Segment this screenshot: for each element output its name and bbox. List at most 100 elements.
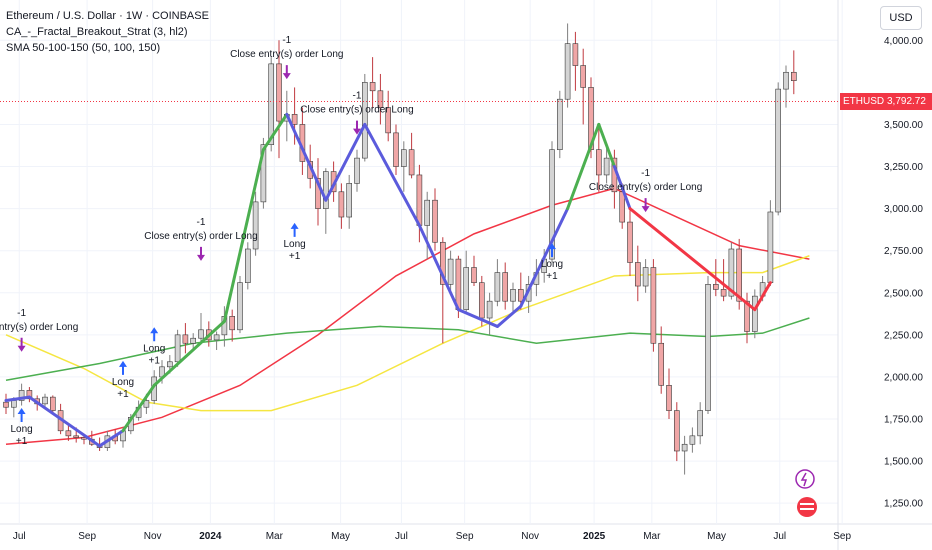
time-tick-label: May (707, 531, 726, 542)
close-signal-qty: -1 (17, 308, 26, 319)
candle-body (447, 258, 454, 285)
moving-averages (5, 187, 810, 446)
candle-body (580, 65, 587, 88)
candle-body (432, 199, 438, 243)
candle-body (385, 107, 392, 134)
candle-body (167, 361, 173, 368)
candle-body (377, 90, 384, 108)
candle-body (322, 171, 329, 209)
candle-body (471, 267, 477, 283)
strategy-legend[interactable]: CA_-_Fractal_Breakout_Strat (3, hl2) (6, 26, 188, 38)
candle-body (315, 178, 321, 209)
sma-line-1 (5, 187, 810, 446)
price-tick-label: 4,000.00 (884, 36, 923, 47)
candle-body (73, 435, 79, 438)
candle-body (627, 221, 633, 263)
time-tick-label: Nov (521, 531, 539, 542)
long-arrow-icon (17, 408, 26, 423)
candle-body (517, 289, 524, 302)
long-signal-qty: +1 (148, 355, 160, 366)
close-arrow-icon (641, 198, 650, 213)
time-tick-label: Sep (78, 531, 96, 542)
candle-body (245, 248, 251, 283)
candle-body (712, 284, 719, 290)
candle-body (595, 149, 602, 176)
time-tick-label: Sep (833, 531, 851, 542)
strategy-segment (519, 207, 570, 308)
flag-icon[interactable] (797, 497, 817, 517)
strategy-segment (121, 383, 156, 433)
time-tick-label: Jul (13, 531, 26, 542)
candle-body (213, 334, 220, 341)
time-tick-label: 2025 (583, 531, 606, 542)
candle-body (3, 401, 9, 408)
candle-body (642, 267, 649, 287)
strategy-segment (628, 207, 757, 312)
candle-body (775, 88, 782, 213)
time-tick-label: Jul (773, 531, 786, 542)
time-axis[interactable]: Jul Sep Nov 2024 Mar May Jul Sep Nov 2025 Mar May Ju… (13, 531, 852, 542)
strategy-segment (285, 112, 328, 202)
price-tick-label: 2,750.00 (884, 246, 923, 257)
last-price-tag: 3,792.72 (884, 93, 932, 110)
strategy-segment (597, 122, 616, 169)
candle-body (728, 248, 735, 297)
close-signal-qty: -1 (197, 217, 206, 228)
long-signal-label: Long (10, 424, 32, 435)
close-signal-label: Close entry(s) order Long (300, 105, 413, 116)
candle-body (291, 114, 298, 125)
strategy-segment (98, 429, 125, 448)
candle-body (564, 43, 571, 100)
strategy-segment (152, 319, 226, 387)
price-tick-label: 1,750.00 (884, 415, 923, 426)
time-tick-label: Jul (395, 531, 408, 542)
long-arrow-icon (548, 243, 556, 258)
strategy-segment (417, 223, 460, 312)
candle-body (260, 144, 267, 203)
candle-body (361, 82, 368, 159)
price-tick-label: 3,250.00 (884, 162, 923, 173)
symbol-title[interactable]: Ethereum / U.S. Dollar · 1W · COINBASE (6, 10, 209, 22)
candles (3, 23, 797, 475)
candle-body (681, 443, 688, 452)
strategy-segment (566, 122, 601, 211)
currency-button[interactable]: USD (880, 6, 922, 30)
time-tick-label: May (331, 531, 350, 542)
candle-body (455, 258, 462, 310)
symbol-price-tag: ETHUSD (840, 93, 888, 110)
candle-body (486, 300, 493, 319)
candle-body (744, 300, 750, 332)
candle-body (354, 157, 360, 184)
price-tick-label: 1,500.00 (884, 457, 923, 468)
candle-body (634, 262, 641, 287)
candle-body (393, 132, 399, 167)
candle-body (502, 272, 509, 302)
candle-body (510, 289, 516, 302)
candle-body (198, 329, 204, 339)
close-signal-qty: -1 (353, 91, 362, 102)
candle-body (556, 98, 563, 151)
candle-body (751, 295, 758, 332)
time-tick-label: Nov (144, 531, 162, 542)
candle-body (666, 385, 672, 411)
candle-body (229, 316, 235, 331)
price-axis[interactable]: 1,250.00 1,500.00 1,750.00 2,000.00 2,250.00… (884, 36, 923, 510)
sma-legend[interactable]: SMA 50-100-150 (50, 100, 150) (6, 42, 161, 54)
long-arrow-icon (150, 327, 159, 342)
time-tick-label: Mar (643, 531, 661, 542)
candle-body (720, 289, 727, 297)
candle-body (673, 410, 680, 452)
candle-body (400, 149, 407, 167)
candle-body (463, 267, 470, 310)
candle-body (174, 334, 181, 363)
tv-logo-icon (795, 469, 815, 489)
candle-body (549, 149, 555, 260)
price-tick-label: 3,500.00 (884, 120, 923, 131)
strategy-segment (27, 395, 102, 448)
long-signal-label: Long (541, 259, 563, 270)
candle-body (252, 201, 259, 250)
time-tick-label: 2024 (199, 531, 222, 542)
